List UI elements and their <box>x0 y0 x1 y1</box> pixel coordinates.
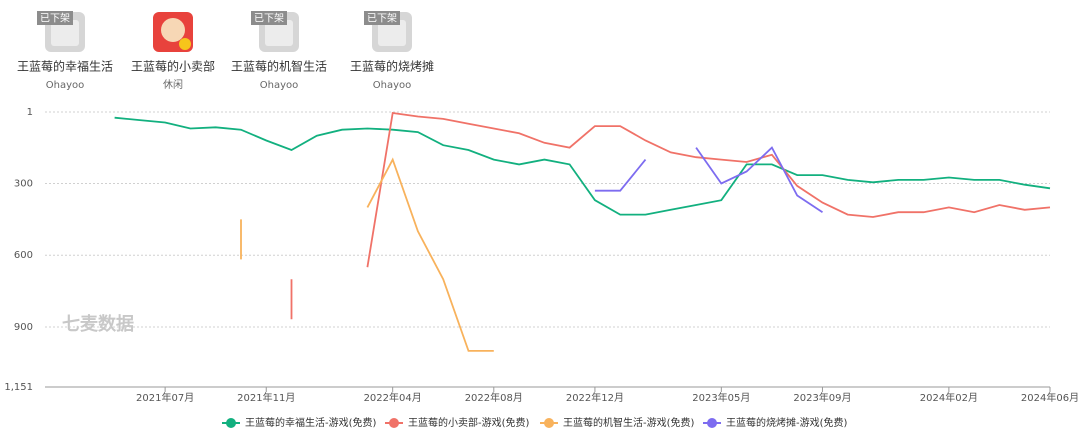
app-name: 王蓝莓的机智生活 <box>231 59 327 74</box>
watermark: 七麦数据 <box>62 313 134 335</box>
legend-marker <box>707 418 717 428</box>
y-tick-label: 300 <box>14 179 33 190</box>
x-tick-label: 2021年07月 <box>136 391 194 404</box>
app-sub: Ohayoo <box>46 80 85 91</box>
badge-bg <box>251 11 287 25</box>
y-tick-label: 1 <box>27 107 33 118</box>
app-icon-inner <box>51 20 79 46</box>
x-tick-label: 2023年09月 <box>793 391 851 404</box>
app-icon-inner <box>265 20 293 46</box>
y-tick-label: 1,151 <box>4 382 33 393</box>
x-tick-label: 2024年06月 <box>1021 391 1079 404</box>
legend-label: 王蓝莓的小卖部-游戏(免费) <box>408 416 530 429</box>
app-icon-inner <box>378 20 406 46</box>
x-tick-label: 2022年04月 <box>364 391 422 404</box>
x-tick-label: 2023年05月 <box>692 391 750 404</box>
app-icon-coin <box>179 38 191 50</box>
x-tick-label: 2022年08月 <box>465 391 523 404</box>
badge: 已下架 <box>40 13 70 25</box>
legend-label: 王蓝莓的幸福生活-游戏(免费) <box>245 416 377 429</box>
series-line <box>240 157 494 352</box>
app-sub: Ohayoo <box>373 80 412 91</box>
x-tick-label: 2022年12月 <box>566 391 624 404</box>
badge: 已下架 <box>254 13 284 25</box>
series-line <box>290 111 1051 320</box>
app-name: 王蓝莓的幸福生活 <box>17 59 113 74</box>
legend-marker <box>544 418 554 428</box>
series-line <box>114 116 1051 216</box>
series-line <box>594 146 823 213</box>
badge: 已下架 <box>367 13 397 25</box>
app-sub: 休闲 <box>163 78 183 91</box>
app-name: 王蓝莓的烧烤摊 <box>350 59 434 74</box>
y-tick-label: 900 <box>14 322 33 333</box>
app-sub: Ohayoo <box>260 80 299 91</box>
x-tick-label: 2021年11月 <box>237 391 295 404</box>
badge-bg <box>37 11 73 25</box>
legend-label: 王蓝莓的烧烤摊-游戏(免费) <box>726 416 848 429</box>
x-tick-label: 2024年02月 <box>920 391 978 404</box>
legend-marker <box>389 418 399 428</box>
legend-marker <box>226 418 236 428</box>
legend-label: 王蓝莓的机智生活-游戏(免费) <box>563 416 695 429</box>
y-tick-label: 600 <box>14 250 33 261</box>
app-name: 王蓝莓的小卖部 <box>131 59 215 74</box>
app-icon-face <box>161 18 185 42</box>
badge-bg <box>364 11 400 25</box>
